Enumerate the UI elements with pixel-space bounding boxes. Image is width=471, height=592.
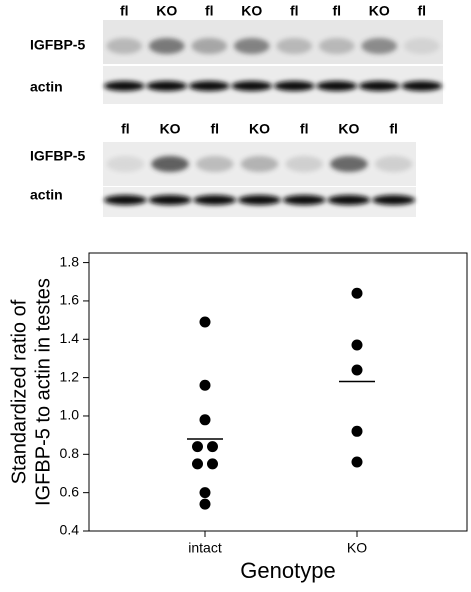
lane-label: fl (290, 3, 299, 19)
lane-label: KO (369, 3, 390, 19)
row-label: actin (30, 187, 63, 203)
lane-label: fl (417, 3, 426, 19)
band (196, 156, 234, 172)
band (273, 81, 315, 91)
data-point (351, 364, 363, 376)
band (106, 38, 143, 54)
band (193, 195, 237, 205)
band (233, 38, 270, 54)
lane-label: fl (332, 3, 341, 19)
band (238, 195, 281, 205)
data-point (351, 425, 363, 437)
y-tick-label: 1.4 (60, 330, 80, 346)
data-point (199, 414, 211, 426)
band (282, 195, 326, 205)
row-label: IGFBP-5 (30, 148, 85, 164)
lane-label: KO (160, 121, 181, 137)
lane-label: KO (156, 3, 177, 19)
lane-label: fl (205, 3, 214, 19)
lane-label: KO (241, 3, 262, 19)
band (103, 195, 147, 205)
band (188, 81, 230, 91)
lane-label: fl (120, 3, 129, 19)
lane-label: fl (211, 121, 220, 137)
band (106, 156, 145, 172)
x-tick-label: KO (347, 540, 367, 556)
band (285, 156, 323, 172)
lane-label: fl (300, 121, 309, 137)
band (146, 81, 188, 91)
y-tick-label: 1.0 (60, 407, 80, 423)
band (358, 81, 400, 91)
y-axis-label: Standardized ratio of (8, 299, 30, 484)
y-tick-label: 1.2 (60, 368, 80, 384)
band (151, 156, 189, 172)
lane-label: fl (389, 121, 398, 137)
row-label: IGFBP-5 (30, 37, 85, 53)
data-point (351, 287, 363, 299)
y-tick-label: 1.8 (60, 253, 80, 269)
data-point (199, 498, 211, 510)
lane-label: fl (121, 121, 130, 137)
row-label: actin (30, 79, 63, 95)
data-point (199, 379, 211, 391)
y-tick-label: 1.6 (60, 292, 80, 308)
data-point (192, 458, 203, 470)
x-axis-label: Genotype (240, 558, 335, 583)
band (276, 38, 313, 54)
data-point (199, 487, 211, 499)
band (374, 156, 413, 172)
data-point (199, 316, 211, 328)
data-point (351, 339, 363, 351)
band (316, 81, 358, 91)
band (231, 81, 273, 91)
lane-label: KO (249, 121, 270, 137)
x-tick-label: intact (188, 540, 222, 556)
band (403, 38, 440, 54)
band (148, 38, 185, 54)
band (330, 156, 368, 172)
band (103, 81, 145, 91)
band (191, 38, 228, 54)
plot-frame (88, 252, 468, 532)
band (318, 38, 355, 54)
band (327, 195, 371, 205)
lane-label: KO (338, 121, 359, 137)
band (372, 195, 416, 205)
y-tick-label: 0.8 (60, 445, 80, 461)
data-point (192, 441, 203, 453)
data-point (351, 456, 363, 468)
band (361, 38, 398, 54)
data-point (207, 458, 218, 470)
y-tick-label: 0.6 (60, 483, 80, 499)
data-point (207, 441, 218, 453)
y-tick-label: 0.4 (60, 522, 80, 538)
band (148, 195, 192, 205)
band (240, 156, 279, 172)
y-axis-label: IGFBP-5 to actin in testes (32, 278, 54, 506)
band (401, 81, 443, 91)
